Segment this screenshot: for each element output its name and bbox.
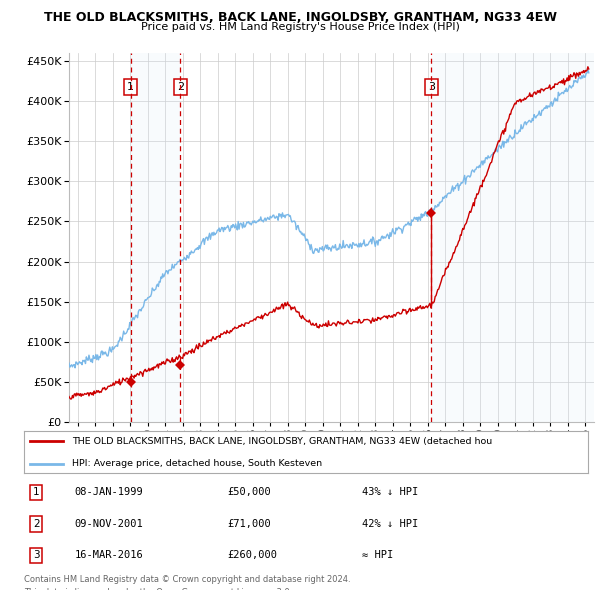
Text: 3: 3 [33,550,40,560]
Text: 2: 2 [33,519,40,529]
Text: This data is licensed under the Open Government Licence v3.0.: This data is licensed under the Open Gov… [24,588,292,590]
Text: Price paid vs. HM Land Registry's House Price Index (HPI): Price paid vs. HM Land Registry's House … [140,22,460,32]
Bar [131,53,181,422]
Text: 43% ↓ HPI: 43% ↓ HPI [362,487,419,497]
Text: 16-MAR-2016: 16-MAR-2016 [75,550,143,560]
Text: 08-JAN-1999: 08-JAN-1999 [75,487,143,497]
Text: HPI: Average price, detached house, South Kesteven: HPI: Average price, detached house, Sout… [72,460,322,468]
Text: 1: 1 [127,82,134,92]
Text: 09-NOV-2001: 09-NOV-2001 [75,519,143,529]
Bar [431,53,594,422]
Text: £260,000: £260,000 [227,550,277,560]
Text: £71,000: £71,000 [227,519,271,529]
Text: THE OLD BLACKSMITHS, BACK LANE, INGOLDSBY, GRANTHAM, NG33 4EW: THE OLD BLACKSMITHS, BACK LANE, INGOLDSB… [44,11,557,24]
Text: 2: 2 [177,82,184,92]
Text: ≈ HPI: ≈ HPI [362,550,394,560]
Text: THE OLD BLACKSMITHS, BACK LANE, INGOLDSBY, GRANTHAM, NG33 4EW (detached hou: THE OLD BLACKSMITHS, BACK LANE, INGOLDSB… [72,437,492,446]
Text: 1: 1 [33,487,40,497]
Text: £50,000: £50,000 [227,487,271,497]
Text: Contains HM Land Registry data © Crown copyright and database right 2024.: Contains HM Land Registry data © Crown c… [24,575,350,584]
Text: 3: 3 [428,82,435,92]
Text: 42% ↓ HPI: 42% ↓ HPI [362,519,419,529]
